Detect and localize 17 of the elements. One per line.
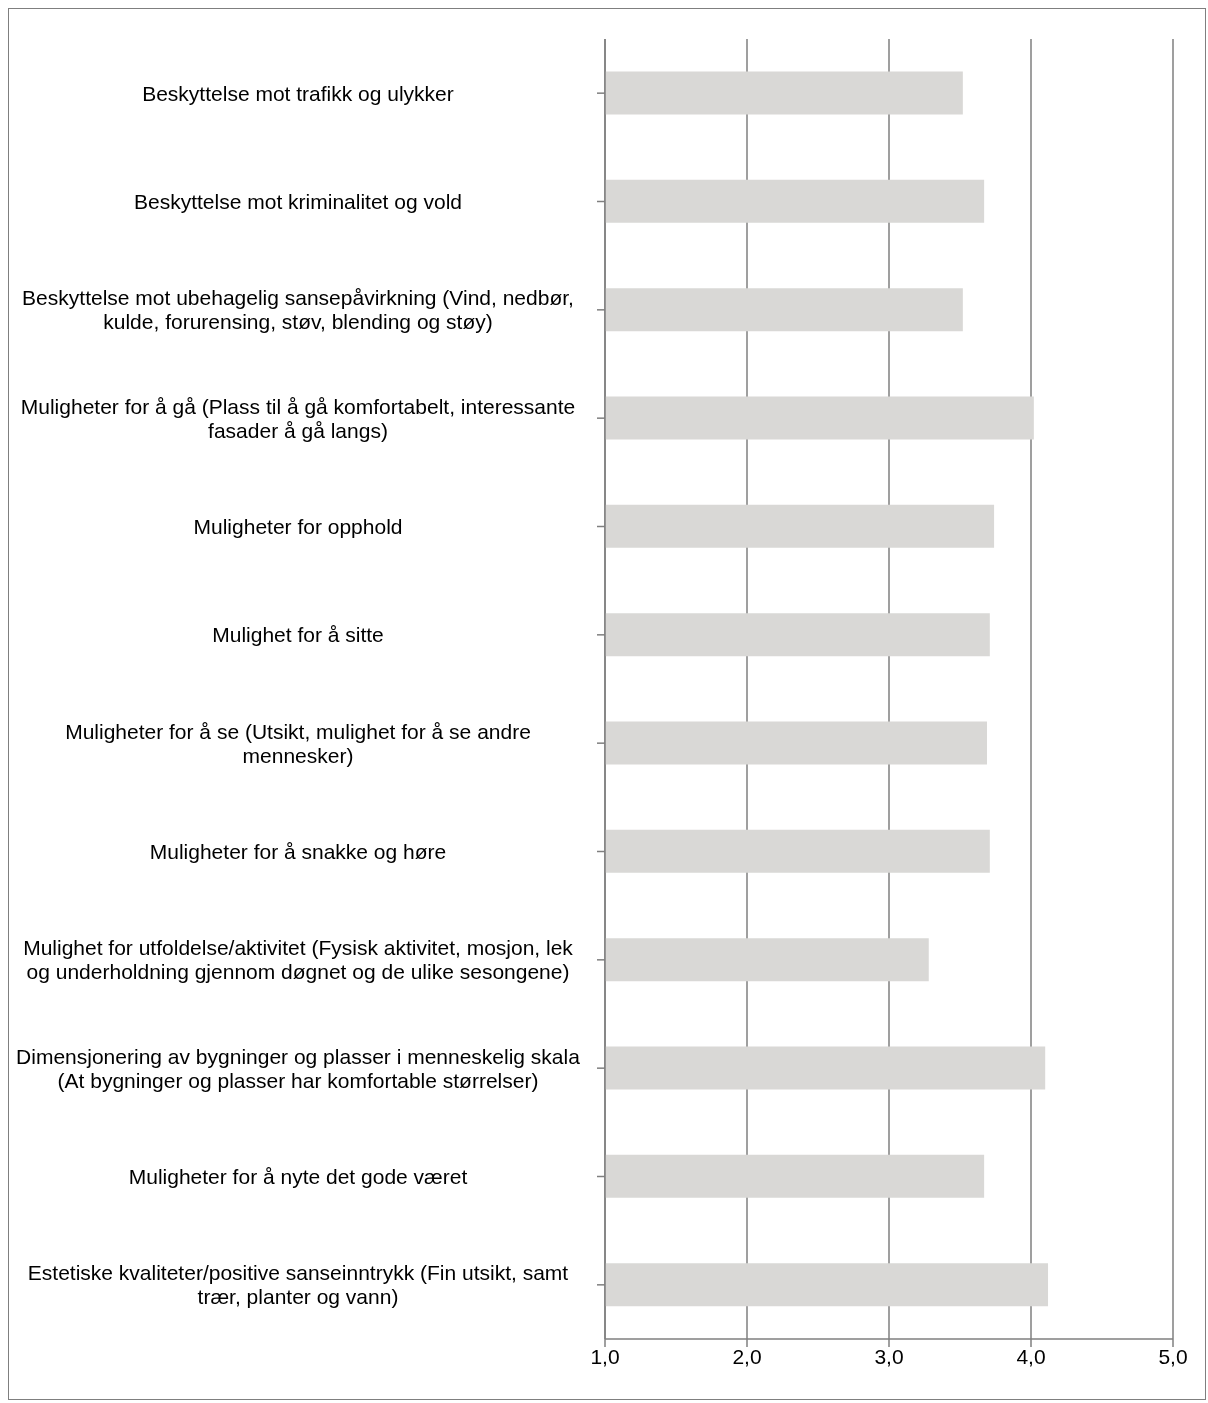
x-tick-label: 3,0: [874, 1344, 904, 1368]
x-tick-label: 4,0: [1016, 1344, 1046, 1368]
y-tick-label: Estetiske kvaliteter/positive sanseinntrykk (Fin utsikt, samt trær, planter og vann): [27, 1261, 569, 1309]
y-tick-label: Muligheter for opphold: [193, 514, 403, 538]
y-tick-label: Muligheter for å se (Utsikt, mulighet for å se andre mennesker): [65, 719, 531, 767]
y-tick-label: Beskyttelse mot ubehagelig sansepåvirkning (Vind, nedbør, kulde, forurensing, støv, blending og støy): [22, 286, 574, 334]
x-tick-label: 2,0: [732, 1344, 762, 1368]
y-tick-label: Mulighet for utfoldelse/aktivitet (Fysisk aktivitet, mosjon, lek og underholdning gjennom døgnet og de ulike sesongene): [23, 936, 574, 984]
x-tick-label: 1,0: [590, 1344, 620, 1368]
y-tick-label: Muligheter for å gå (Plass til å gå komfortabelt, interessante fasader å gå langs): [20, 394, 576, 442]
y-tick-label: Muligheter for å snakke og høre: [149, 839, 447, 863]
y-tick-label: Dimensjonering av bygninger og plasser i menneskelig skala (At bygninger og plasser har komfortable størrelser): [16, 1044, 581, 1092]
y-tick-label: Muligheter for å nyte det gode været: [128, 1164, 468, 1188]
y-tick-label: Beskyttelse mot trafikk og ulykker: [142, 81, 454, 105]
y-tick-label: Beskyttelse mot kriminalitet og vold: [134, 189, 462, 213]
y-tick-label: Mulighet for å sitte: [212, 623, 384, 647]
x-tick-label: 5,0: [1158, 1344, 1188, 1368]
